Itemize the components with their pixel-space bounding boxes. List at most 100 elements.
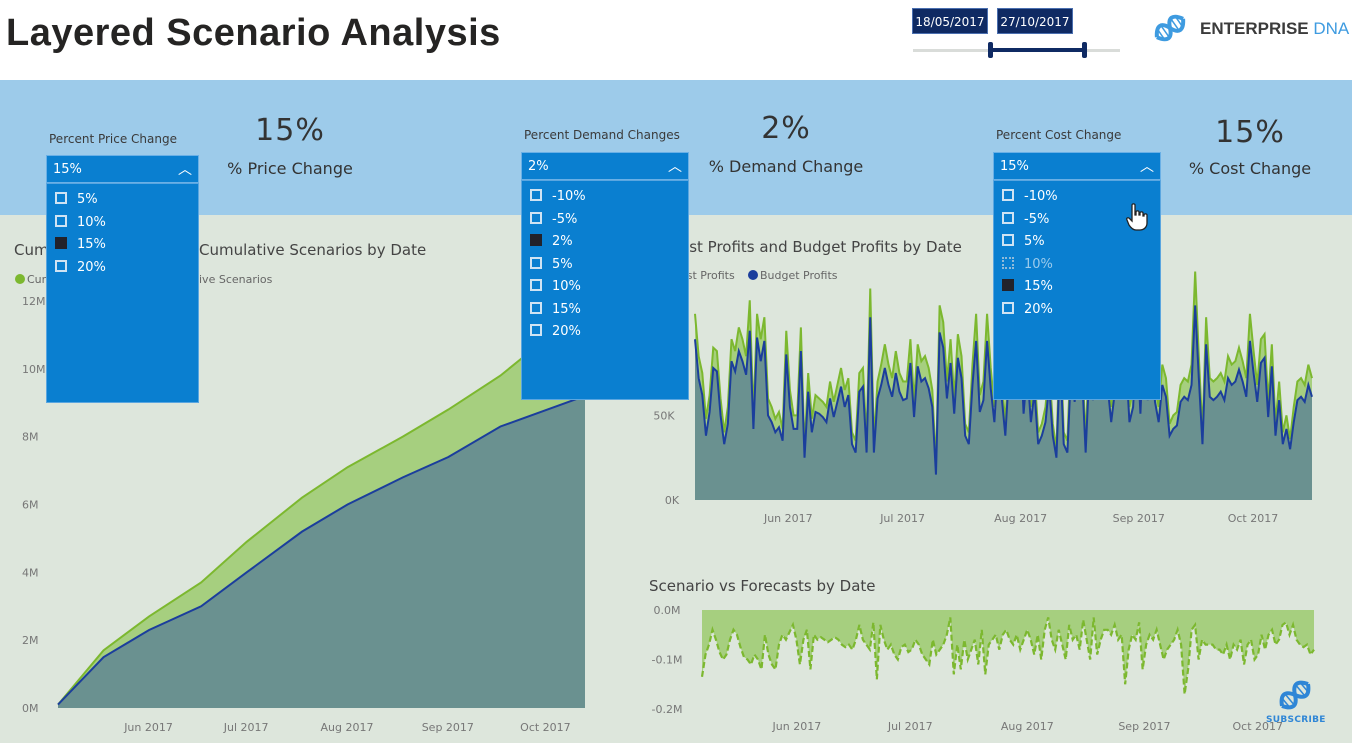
slicer-option-label: 15% xyxy=(77,237,106,252)
slicer-option-label: 15% xyxy=(1024,279,1053,294)
slicer-option-label: 10% xyxy=(77,214,106,230)
x-tick-label: Oct 2017 xyxy=(1228,512,1279,525)
chevron-up-icon[interactable]: ︿ xyxy=(668,159,682,175)
y-tick-label: 12M xyxy=(22,295,46,308)
cost-slicer-selected: 15% xyxy=(1000,159,1029,174)
cumulative-legend-scenarios[interactable]: ive Scenarios xyxy=(199,273,272,286)
date-end-input[interactable]: 27/10/2017 xyxy=(997,8,1073,34)
slicer-option[interactable]: -5% xyxy=(530,210,577,230)
slicer-option[interactable]: 15% xyxy=(530,300,581,320)
checkbox-icon[interactable] xyxy=(1002,256,1014,269)
date-slider-end-handle[interactable] xyxy=(1082,42,1087,58)
checkbox-icon[interactable] xyxy=(1002,234,1014,246)
checkbox-icon[interactable] xyxy=(530,189,542,201)
chevron-up-icon[interactable]: ︿ xyxy=(1140,159,1154,175)
checkbox-checked-icon[interactable] xyxy=(530,234,542,246)
slicer-option[interactable]: 5% xyxy=(1002,232,1045,252)
forecast-line xyxy=(57,351,531,706)
hand-cursor-icon xyxy=(1126,203,1148,231)
checkbox-icon[interactable] xyxy=(55,214,67,227)
slicer-option[interactable]: -10% xyxy=(530,187,586,207)
date-slider-start-handle[interactable] xyxy=(988,42,993,58)
checkbox-icon[interactable] xyxy=(1002,211,1014,224)
y-tick-label: 6M xyxy=(22,499,39,512)
profits-legend-forecast[interactable]: ast Profits xyxy=(680,269,735,282)
date-start-input[interactable]: 18/05/2017 xyxy=(912,8,988,34)
y-tick-label: 4M xyxy=(22,566,39,579)
y-tick-label: 0M xyxy=(22,702,39,715)
slicer-option-label: -10% xyxy=(1024,189,1058,204)
x-tick-label: Sep 2017 xyxy=(1113,512,1165,525)
legend-dot-green xyxy=(15,274,25,284)
cost-slicer-dropdown[interactable]: 15% ︿ xyxy=(993,152,1161,180)
slicer-option[interactable]: -5% xyxy=(1002,210,1049,230)
slicer-option-label: -5% xyxy=(552,211,578,227)
subscribe-button[interactable]: SUBSCRIBE xyxy=(1266,675,1326,729)
slicer-option-label: 10% xyxy=(552,279,581,294)
slicer-option[interactable]: 2% xyxy=(530,232,573,252)
slicer-option[interactable]: -10% xyxy=(1002,187,1058,207)
checkbox-icon[interactable] xyxy=(530,211,542,224)
slicer-option-label: -5% xyxy=(1024,211,1050,227)
checkbox-icon[interactable] xyxy=(530,324,542,336)
slicer-option-label: 10% xyxy=(1024,256,1053,272)
slicer-option[interactable]: 20% xyxy=(1002,300,1053,320)
slicer-option[interactable]: 15% xyxy=(1002,277,1053,297)
demand-slicer-list: -10% -5% 2% 5% 10% 15% 20% xyxy=(521,180,689,400)
profits-chart-title: ast Profits and Budget Profits by Date xyxy=(680,238,962,256)
slicer-option[interactable]: 5% xyxy=(55,190,98,210)
slicer-option[interactable]: 10% xyxy=(55,213,106,233)
checkbox-icon[interactable] xyxy=(530,279,542,291)
checkbox-icon[interactable] xyxy=(530,301,542,314)
profits-legend-budget[interactable]: Budget Profits xyxy=(748,269,837,282)
chevron-up-icon[interactable]: ︿ xyxy=(178,162,192,178)
slicer-option-label: 5% xyxy=(1024,234,1045,249)
kpi-cost-label: % Cost Change xyxy=(1188,159,1312,178)
slicer-option[interactable]: 20% xyxy=(530,322,581,342)
slicer-option[interactable]: 10% xyxy=(530,277,581,297)
demand-slicer-dropdown[interactable]: 2% ︿ xyxy=(521,152,689,180)
x-tick-label: Sep 2017 xyxy=(422,721,474,734)
y-tick-label: -0.1M xyxy=(652,654,683,667)
checkbox-icon[interactable] xyxy=(1002,301,1014,314)
logo-word-enterprise: ENTERPRISE xyxy=(1200,19,1309,38)
page-title: Layered Scenario Analysis xyxy=(6,12,501,54)
checkbox-icon[interactable] xyxy=(55,192,67,204)
dna-icon xyxy=(1154,14,1186,42)
demand-slicer-selected: 2% xyxy=(528,159,549,174)
y-tick-label: 2M xyxy=(22,634,39,647)
cumulative-chart-title-left: Cum xyxy=(14,241,49,259)
slicer-option[interactable]: 15% xyxy=(55,235,106,255)
kpi-demand-label: % Demand Change xyxy=(708,157,864,176)
scenario-vs-forecast-area xyxy=(702,610,1314,695)
x-tick-label: Jun 2017 xyxy=(772,720,822,733)
x-tick-label: Oct 2017 xyxy=(520,721,571,734)
slicer-option[interactable]: 20% xyxy=(55,258,106,278)
logo-word-dna: DNA xyxy=(1313,19,1350,38)
slicer-option-label: 20% xyxy=(1024,301,1053,317)
checkbox-icon[interactable] xyxy=(1002,189,1014,201)
checkbox-checked-icon[interactable] xyxy=(1002,279,1014,291)
x-tick-label: Jul 2017 xyxy=(887,720,933,733)
x-tick-label: Oct 2017 xyxy=(1233,720,1284,733)
kpi-price-value: 15% xyxy=(255,113,325,148)
y-tick-label: 0.0M xyxy=(654,604,681,617)
slicer-option-label: 20% xyxy=(77,259,106,275)
slicer-option[interactable]: 10% xyxy=(1002,255,1053,275)
x-tick-label: Jun 2017 xyxy=(123,721,173,734)
slicer-option[interactable]: 5% xyxy=(530,255,573,275)
legend-label: ast Profits xyxy=(680,269,735,282)
checkbox-icon[interactable] xyxy=(530,256,542,269)
checkbox-checked-icon[interactable] xyxy=(55,237,67,249)
checkbox-icon[interactable] xyxy=(55,259,67,272)
price-slicer-list: 5% 10% 15% 20% xyxy=(46,183,199,403)
kpi-demand-value: 2% xyxy=(761,111,811,146)
x-tick-label: Jun 2017 xyxy=(763,512,813,525)
scenario-line xyxy=(57,395,586,706)
subscribe-label: SUBSCRIBE xyxy=(1266,715,1326,725)
y-tick-label: 10M xyxy=(22,363,46,376)
price-slicer-dropdown[interactable]: 15% ︿ xyxy=(46,155,199,183)
